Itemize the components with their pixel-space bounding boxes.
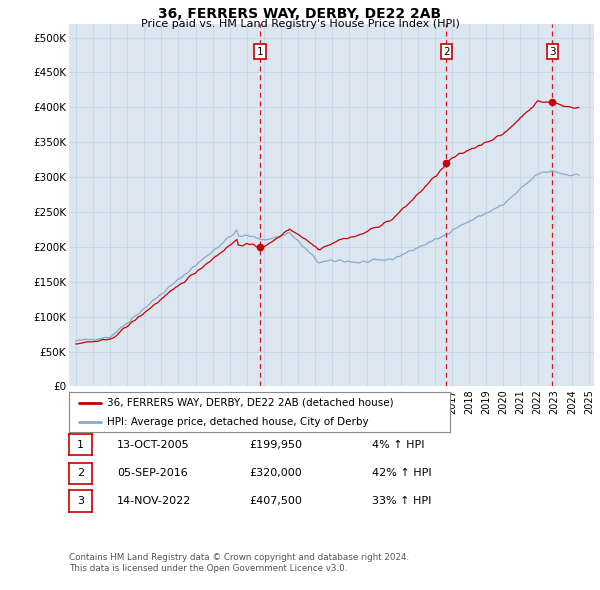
Text: 14-NOV-2022: 14-NOV-2022 (117, 496, 191, 506)
Text: Contains HM Land Registry data © Crown copyright and database right 2024.: Contains HM Land Registry data © Crown c… (69, 553, 409, 562)
Text: 3: 3 (77, 496, 84, 506)
Text: Price paid vs. HM Land Registry's House Price Index (HPI): Price paid vs. HM Land Registry's House … (140, 19, 460, 29)
Text: 4% ↑ HPI: 4% ↑ HPI (372, 440, 425, 450)
Text: 2: 2 (77, 468, 84, 478)
Text: This data is licensed under the Open Government Licence v3.0.: This data is licensed under the Open Gov… (69, 565, 347, 573)
Text: 3: 3 (549, 47, 556, 57)
Text: 42% ↑ HPI: 42% ↑ HPI (372, 468, 431, 478)
Text: HPI: Average price, detached house, City of Derby: HPI: Average price, detached house, City… (107, 417, 369, 427)
Text: 1: 1 (257, 47, 263, 57)
Text: 2: 2 (443, 47, 450, 57)
Text: £320,000: £320,000 (249, 468, 302, 478)
Text: 05-SEP-2016: 05-SEP-2016 (117, 468, 188, 478)
Point (256, 242, 265, 252)
Text: 33% ↑ HPI: 33% ↑ HPI (372, 496, 431, 506)
Text: 1: 1 (77, 440, 84, 450)
Text: 36, FERRERS WAY, DERBY, DE22 2AB: 36, FERRERS WAY, DERBY, DE22 2AB (158, 7, 442, 21)
Point (548, 97, 557, 107)
Text: £199,950: £199,950 (249, 440, 302, 450)
Text: £407,500: £407,500 (249, 496, 302, 506)
Point (442, 159, 451, 168)
Text: 13-OCT-2005: 13-OCT-2005 (117, 440, 190, 450)
Text: 36, FERRERS WAY, DERBY, DE22 2AB (detached house): 36, FERRERS WAY, DERBY, DE22 2AB (detach… (107, 398, 394, 408)
